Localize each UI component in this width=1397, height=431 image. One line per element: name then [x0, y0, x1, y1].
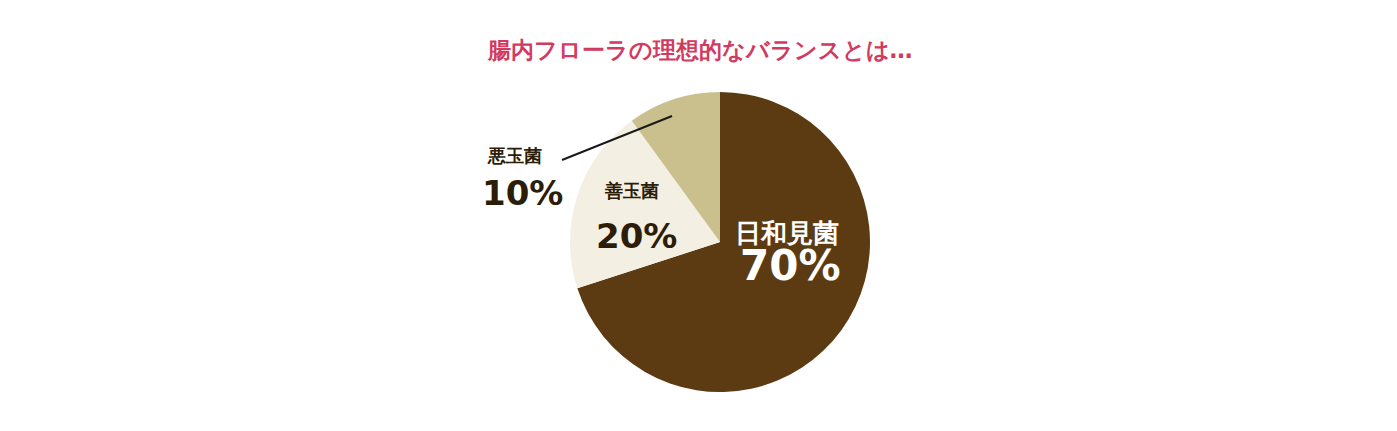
- svg-text:日和見菌: 日和見菌: [735, 218, 839, 248]
- svg-text:10%: 10%: [482, 173, 563, 213]
- svg-text:腸内フローラの理想的なバランスとは…: 腸内フローラの理想的なバランスとは…: [487, 37, 913, 63]
- svg-text:70%: 70%: [740, 241, 841, 290]
- svg-text:善玉菌: 善玉菌: [604, 180, 659, 201]
- svg-text:悪玉菌: 悪玉菌: [487, 145, 542, 166]
- svg-text:20%: 20%: [596, 216, 677, 256]
